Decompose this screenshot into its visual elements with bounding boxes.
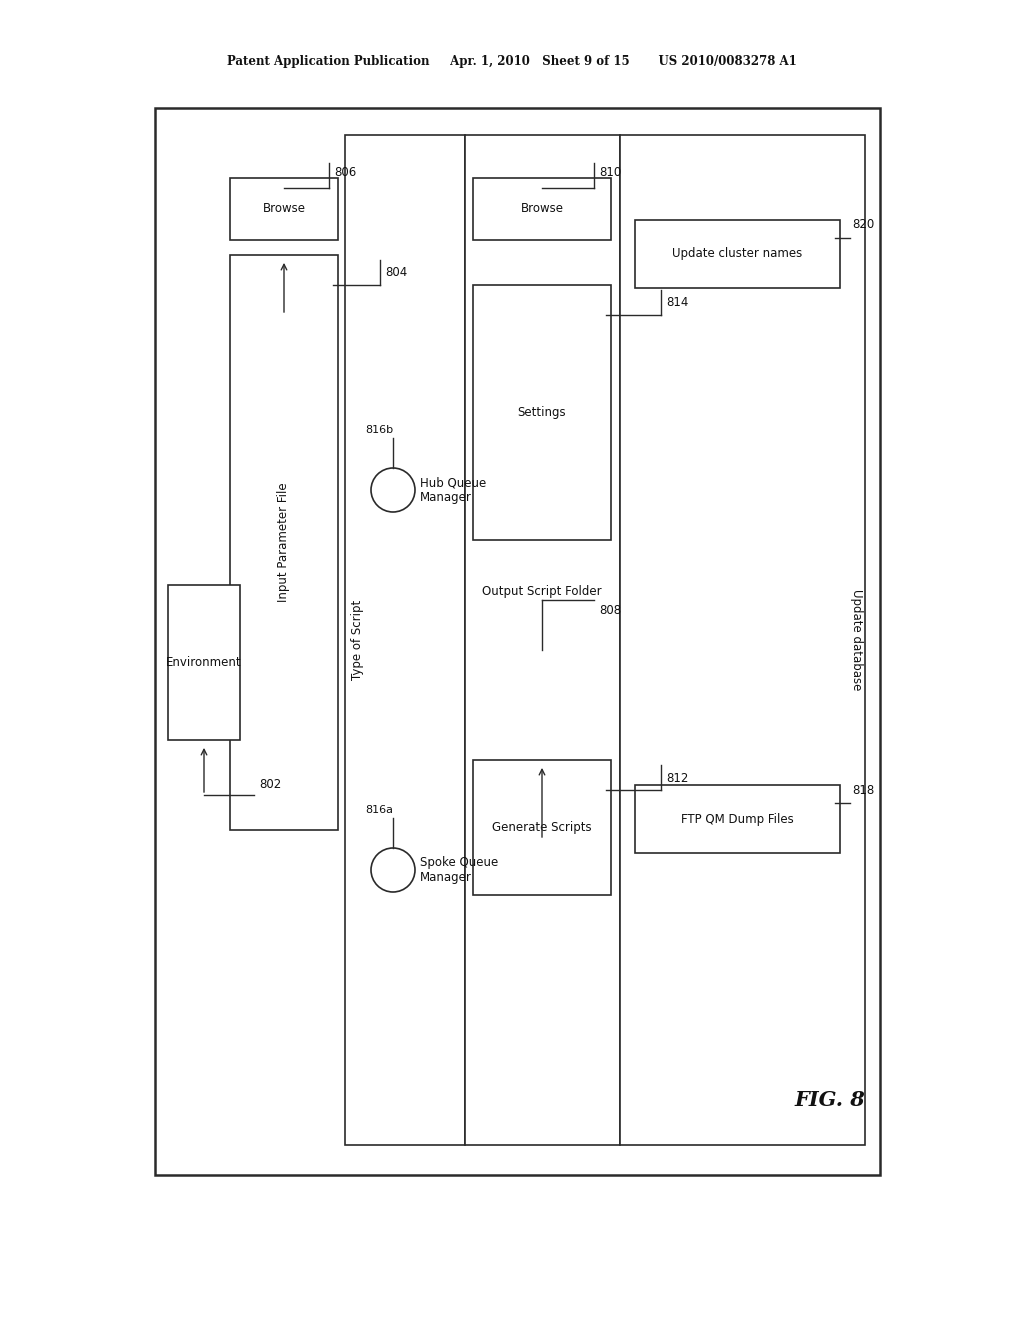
FancyBboxPatch shape — [635, 785, 840, 853]
Text: 816b: 816b — [365, 425, 393, 436]
Text: 816a: 816a — [365, 805, 393, 814]
Text: FTP QM Dump Files: FTP QM Dump Files — [681, 813, 794, 825]
FancyBboxPatch shape — [230, 178, 338, 240]
Ellipse shape — [371, 847, 415, 892]
FancyBboxPatch shape — [635, 220, 840, 288]
Text: 818: 818 — [852, 784, 874, 796]
FancyBboxPatch shape — [465, 135, 620, 1144]
FancyBboxPatch shape — [168, 585, 240, 741]
Text: Patent Application Publication     Apr. 1, 2010   Sheet 9 of 15       US 2010/00: Patent Application Publication Apr. 1, 2… — [227, 55, 797, 69]
Text: Browse: Browse — [520, 202, 563, 215]
Text: Hub Queue
Manager: Hub Queue Manager — [420, 477, 486, 504]
Text: 812: 812 — [666, 771, 688, 784]
Text: 810: 810 — [599, 166, 622, 180]
Text: Update database: Update database — [850, 589, 862, 690]
FancyBboxPatch shape — [345, 135, 465, 1144]
FancyBboxPatch shape — [473, 178, 611, 240]
Text: 804: 804 — [385, 267, 408, 280]
Text: 820: 820 — [852, 219, 874, 231]
Text: FIG. 8: FIG. 8 — [795, 1090, 865, 1110]
FancyBboxPatch shape — [473, 285, 611, 540]
FancyBboxPatch shape — [230, 255, 338, 830]
Ellipse shape — [371, 469, 415, 512]
Text: Type of Script: Type of Script — [351, 599, 365, 680]
Text: Generate Scripts: Generate Scripts — [493, 821, 592, 834]
Text: Environment: Environment — [166, 656, 242, 669]
Text: Spoke Queue
Manager: Spoke Queue Manager — [420, 855, 499, 884]
Text: Output Script Folder: Output Script Folder — [482, 585, 602, 598]
Text: Update cluster names: Update cluster names — [673, 248, 803, 260]
Text: Input Parameter File: Input Parameter File — [278, 483, 291, 602]
Text: Browse: Browse — [262, 202, 305, 215]
FancyBboxPatch shape — [155, 108, 880, 1175]
Text: 808: 808 — [599, 603, 622, 616]
FancyBboxPatch shape — [620, 135, 865, 1144]
Text: 806: 806 — [334, 166, 356, 180]
Text: 814: 814 — [666, 297, 688, 309]
Text: Settings: Settings — [518, 407, 566, 418]
Text: 802: 802 — [259, 779, 282, 792]
FancyBboxPatch shape — [473, 760, 611, 895]
